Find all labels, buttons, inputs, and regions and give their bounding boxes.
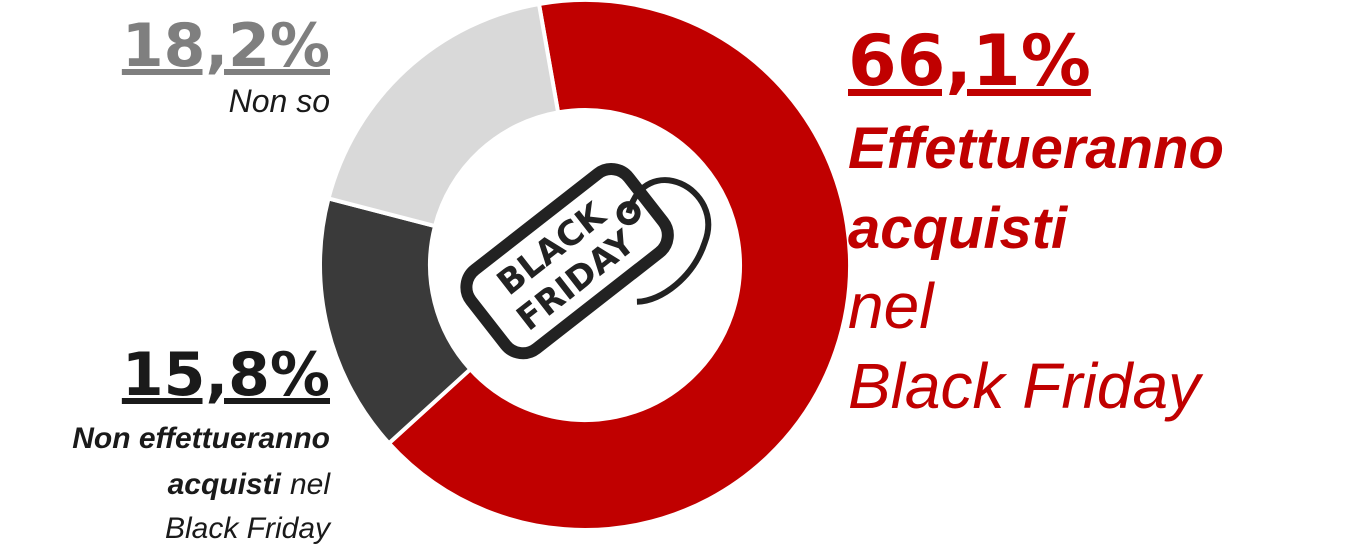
tag-string [625, 177, 712, 305]
value-label: 18,2% [122, 11, 330, 81]
category-label: Effettueranno [848, 116, 1224, 181]
category-label: nel [848, 270, 935, 342]
category-label: acquisti nel [168, 468, 332, 501]
value-label: 15,8% [122, 340, 330, 410]
category-text: acquisti [168, 468, 282, 501]
category-label: Non effettueranno [72, 422, 330, 455]
value-label: 66,1% [848, 20, 1091, 102]
category-label: Black Friday [848, 350, 1204, 422]
category-label: Non so [229, 83, 330, 119]
category-text: acquisti [848, 196, 1069, 261]
category-text: nel [848, 270, 935, 342]
tag-hole [616, 201, 641, 226]
category-text: Effettueranno [848, 116, 1224, 181]
category-text: Black Friday [165, 512, 332, 544]
category-label: Black Friday [165, 512, 332, 544]
category-text: Black Friday [848, 350, 1204, 422]
category-text: Non so [229, 83, 330, 119]
category-label: acquisti [848, 196, 1069, 261]
slice [318, 196, 474, 447]
category-text: nel [290, 468, 331, 501]
slice [386, 0, 852, 532]
slice [326, 1, 561, 229]
tag-body [460, 163, 674, 360]
category-text: Non effettueranno [72, 422, 330, 455]
